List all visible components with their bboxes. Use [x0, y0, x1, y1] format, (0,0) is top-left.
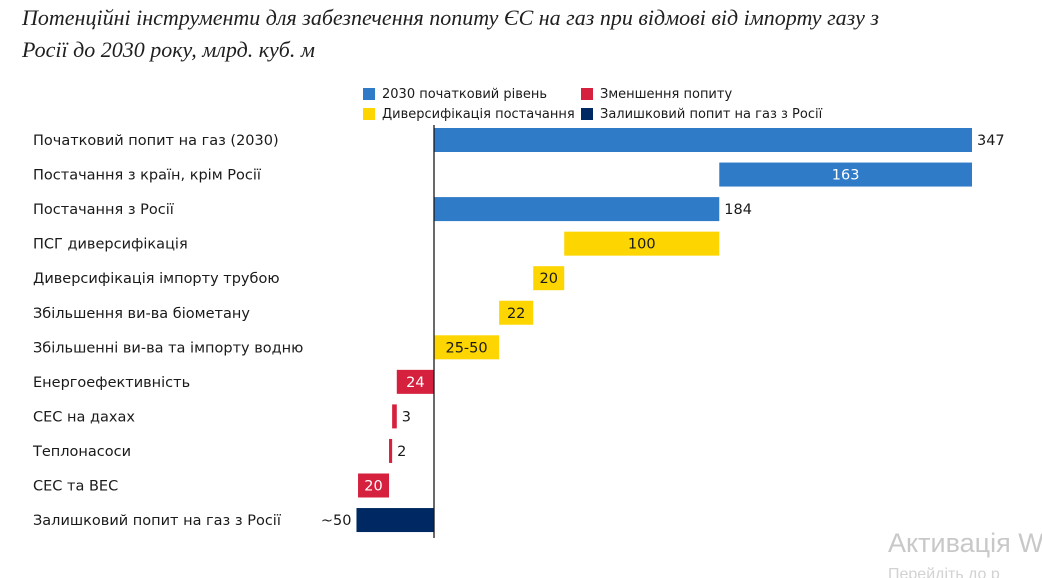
category-label: Залишковий попит на газ з Росії [33, 513, 282, 529]
bar [396, 369, 434, 394]
category-label: ПСГ диверсифікація [33, 237, 188, 253]
chart-title-line-2: Росії до 2030 року, млрд. куб. м [22, 37, 315, 62]
category-label: Постачання з Росії [33, 202, 175, 218]
bar [719, 162, 972, 187]
chart-title-line-1: Потенційні інструменти для забезпечення … [22, 5, 879, 30]
value-label: ~50 [321, 513, 352, 529]
category-label: СЕС та ВЕС [33, 479, 118, 495]
bar [533, 266, 565, 291]
value-label: 20 [540, 271, 558, 287]
value-label: 100 [628, 237, 656, 253]
bar [434, 335, 500, 360]
legend-item-residual-demand: Залишковий попит на газ з Росії [581, 104, 822, 124]
legend-swatch-residual-demand [581, 108, 593, 120]
value-label: 20 [364, 479, 382, 495]
value-label: 347 [977, 133, 1005, 149]
legend-label-residual-demand: Залишковий попит на газ з Росії [600, 106, 823, 122]
legend-label-baseline: 2030 початковий рівень [382, 86, 548, 102]
bar [356, 508, 434, 533]
chart-legend: 2030 початковий рівень Зменшення попиту … [363, 84, 883, 124]
value-label: 2 [397, 444, 406, 460]
chart-title: Потенційні інструменти для забезпечення … [22, 2, 1022, 66]
category-label: Енергоефективність [33, 375, 190, 391]
windows-activation-watermark: Активація W [888, 528, 1042, 558]
value-label: 3 [402, 409, 411, 425]
category-label: Початковий попит на газ (2030) [33, 133, 279, 149]
value-label: 24 [406, 375, 424, 391]
bar [434, 128, 972, 152]
legend-swatch-diversification [363, 108, 375, 120]
bar [358, 473, 390, 498]
legend-label-demand-reduction: Зменшення попиту [600, 86, 733, 102]
value-label: 25-50 [445, 340, 487, 356]
legend-item-diversification: Диверсифікація постачання [363, 104, 575, 124]
bar [392, 404, 397, 429]
legend-item-baseline: 2030 початковий рівень [363, 84, 547, 104]
category-label: Збільшення ви-ва біометану [33, 306, 250, 322]
category-label: Теплонасоси [32, 444, 131, 460]
legend-swatch-baseline [363, 88, 375, 100]
bar [434, 197, 720, 222]
value-label: 163 [832, 168, 860, 184]
value-label: 184 [724, 202, 752, 218]
bar [499, 300, 534, 325]
category-label: СЕС на дахах [33, 409, 135, 425]
category-label: Постачання з країн, крім Росії [33, 168, 262, 184]
legend-label-diversification: Диверсифікація постачання [382, 106, 575, 122]
category-label: Диверсифікація імпорту трубою [33, 271, 280, 287]
legend-item-demand-reduction: Зменшення попиту [581, 84, 732, 104]
category-label: Збільшенні ви-ва та імпорту водню [33, 340, 303, 356]
bar [564, 231, 720, 256]
legend-swatch-demand-reduction [581, 88, 593, 100]
bar [389, 438, 393, 463]
value-label: 22 [507, 306, 525, 322]
windows-activation-hint: Перейдіть до р [888, 566, 1000, 578]
